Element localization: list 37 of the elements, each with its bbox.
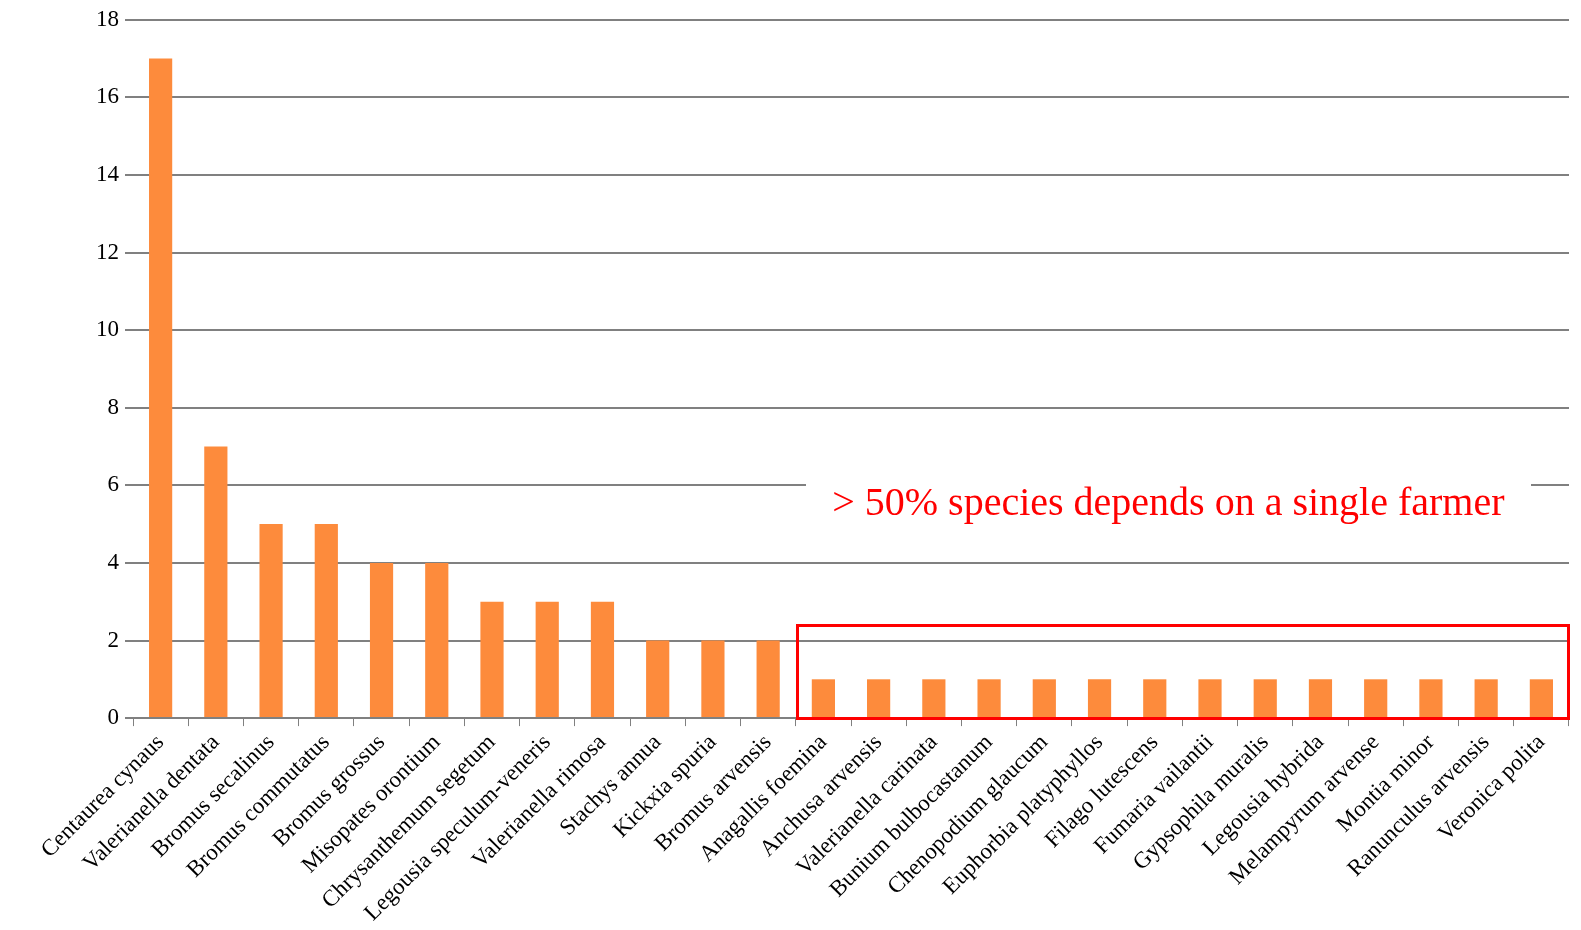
y-tick-label: 16 [96, 83, 119, 109]
bar [811, 679, 835, 718]
bar [259, 524, 283, 718]
y-tick-label: 18 [96, 5, 119, 31]
bar [1529, 679, 1553, 718]
bar [1143, 679, 1167, 718]
y-tick-label: 4 [107, 548, 120, 574]
bar [977, 679, 1001, 718]
bar [646, 640, 670, 718]
y-tick-label: 14 [96, 161, 120, 187]
y-tick-label: 8 [107, 393, 119, 419]
bar [1032, 679, 1056, 718]
bar [867, 679, 891, 718]
bar [149, 58, 173, 718]
bar [425, 562, 449, 718]
bar [204, 446, 228, 718]
bar [922, 679, 946, 718]
bar [1087, 679, 1112, 718]
bar [369, 562, 394, 718]
bar [590, 601, 615, 718]
bar [314, 524, 338, 718]
bar [535, 601, 559, 718]
y-tick-label: 0 [107, 704, 119, 730]
bar [1253, 679, 1277, 718]
bar [756, 640, 780, 718]
bar [701, 640, 725, 718]
bar [1474, 679, 1498, 718]
y-tick-label: 6 [107, 471, 119, 497]
y-tick-label: 10 [96, 316, 119, 342]
y-tick-label: 12 [96, 238, 119, 264]
bar [480, 601, 504, 718]
bar [1308, 679, 1333, 718]
y-tick-label: 2 [107, 626, 119, 652]
bar [1419, 679, 1443, 718]
bar [1198, 679, 1222, 718]
annotation: > 50% species depends on a single farmer [805, 474, 1531, 531]
bar [1364, 679, 1388, 718]
